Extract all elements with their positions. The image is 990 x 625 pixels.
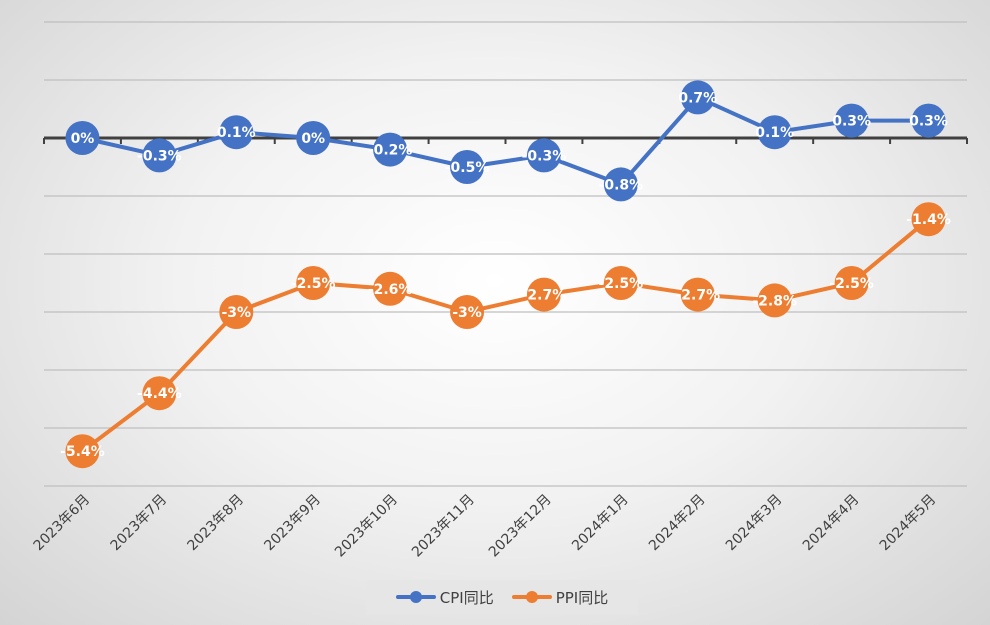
x-tick-label: 2023年10月: [332, 492, 401, 561]
data-label: -2.5%: [829, 276, 874, 292]
data-point: [296, 121, 331, 155]
data-label: -2.5%: [599, 276, 644, 292]
data-point: [296, 266, 331, 300]
x-tick-label: 2024年2月: [646, 492, 709, 555]
data-point: [65, 121, 100, 155]
data-label: 0.7%: [678, 90, 717, 106]
x-tick-label: 2024年4月: [800, 492, 863, 555]
data-label: -0.2%: [368, 143, 413, 159]
data-label: 0.3%: [909, 114, 948, 130]
data-point: [373, 132, 408, 167]
data-point: [526, 138, 561, 173]
x-tick-label: 2023年8月: [185, 492, 248, 555]
data-label: 0%: [71, 131, 95, 147]
x-tick-label: 2024年3月: [723, 492, 786, 555]
data-point: [757, 283, 792, 318]
data-point: [603, 167, 638, 202]
x-tick-label: 2023年7月: [108, 492, 171, 555]
data-label: -1.4%: [906, 212, 951, 228]
data-label: -2.7%: [522, 288, 567, 304]
data-point: [373, 271, 408, 306]
legend-label-ppi: PPI同比: [555, 588, 609, 607]
legend-item-ppi[interactable]: PPI同比: [511, 587, 609, 608]
data-label: -0.3%: [522, 148, 567, 164]
data-label: -2.5%: [291, 276, 336, 292]
data-point: [65, 434, 100, 469]
data-point: [603, 266, 638, 300]
data-point: [680, 277, 715, 312]
data-label: -0.3%: [137, 148, 182, 164]
cpi-swatch-icon: [395, 591, 436, 603]
data-label: 0%: [301, 131, 325, 147]
data-point: [757, 115, 792, 150]
ppi-swatch-icon: [511, 591, 552, 603]
x-tick-label: 2023年11月: [409, 492, 478, 561]
data-point: [142, 138, 177, 173]
data-point: [450, 295, 485, 329]
data-label: 0.3%: [832, 114, 871, 130]
data-label: -0.8%: [599, 177, 644, 193]
data-point: [450, 150, 485, 184]
x-tick-label: 2023年12月: [486, 492, 555, 561]
legend: CPI同比 PPI同比: [366, 580, 638, 614]
data-point: [526, 277, 561, 312]
data-point: [911, 202, 946, 237]
data-label: -2.6%: [368, 282, 413, 298]
data-point: [219, 295, 254, 329]
data-label: 0.1%: [217, 125, 256, 141]
data-label: -3%: [452, 305, 482, 321]
data-label: -3%: [221, 305, 251, 321]
data-point: [834, 103, 869, 138]
data-label: -2.8%: [752, 293, 797, 309]
data-label: 0.1%: [755, 125, 794, 141]
data-label: -5.4%: [60, 444, 105, 460]
data-label: -4.4%: [137, 386, 182, 402]
data-point: [911, 103, 946, 138]
data-label: -2.7%: [675, 288, 720, 304]
data-label: -0.5%: [445, 160, 490, 176]
legend-label-cpi: CPI同比: [439, 588, 494, 607]
x-tick-label: 2023年9月: [261, 492, 324, 555]
data-point: [142, 376, 177, 411]
data-point: [219, 115, 254, 150]
legend-item-cpi[interactable]: CPI同比: [395, 587, 494, 608]
x-tick-label: 2023年6月: [31, 492, 94, 555]
x-tick-label: 2024年5月: [877, 492, 940, 555]
data-point: [680, 80, 715, 115]
x-tick-label: 2024年1月: [569, 492, 632, 555]
data-point: [834, 266, 869, 300]
